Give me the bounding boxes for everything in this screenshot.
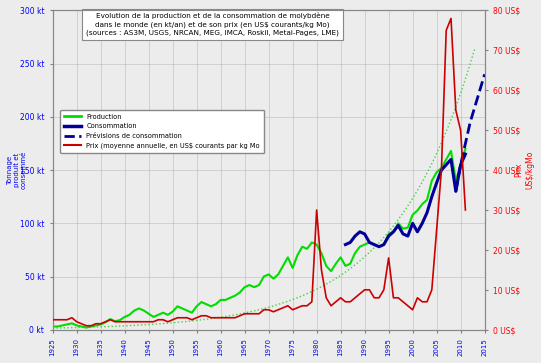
Y-axis label: Prix
US$/kgMo: Prix US$/kgMo — [514, 151, 534, 189]
Y-axis label: Tonnage
produit et
consommé: Tonnage produit et consommé — [7, 151, 27, 189]
Legend: Production, Consommation, Prévisions de consommation, Prix (moyenne annuelle, en: Production, Consommation, Prévisions de … — [61, 110, 264, 153]
Text: Evolution de la production et de la consommation de molybdène
dans le monde (en : Evolution de la production et de la cons… — [86, 12, 339, 36]
